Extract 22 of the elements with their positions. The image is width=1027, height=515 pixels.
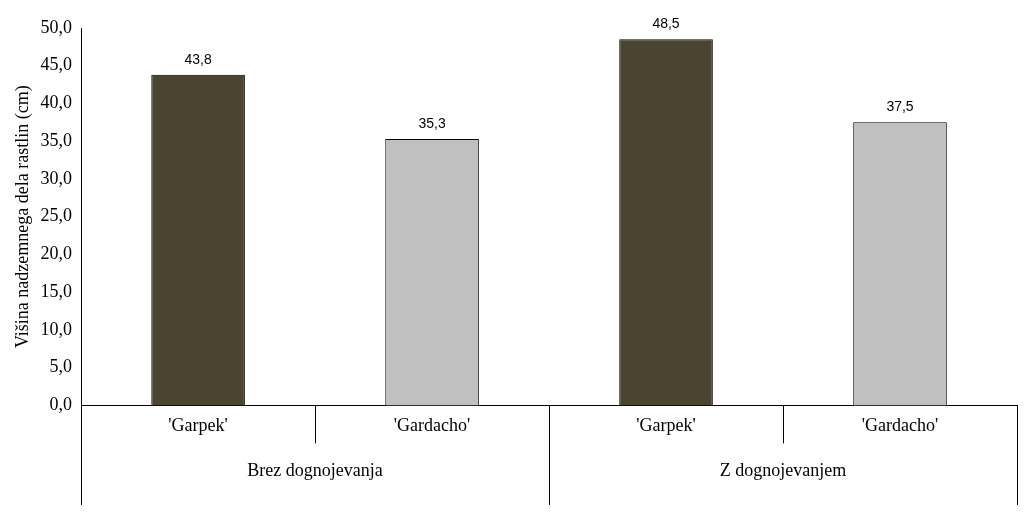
y-axis-title: Višina nadzemnega dela rastlin (cm) (11, 85, 33, 349)
data-label: 37,5 (886, 98, 914, 115)
x-tick-label: 'Garpek' (636, 414, 696, 435)
y-tick-label: 0,0 (49, 394, 73, 415)
y-tick-label: 20,0 (40, 243, 73, 264)
y-tick-label: 45,0 (40, 54, 73, 75)
data-label: 43,8 (184, 50, 212, 67)
y-tick-label: 35,0 (40, 129, 73, 150)
y-tick-label: 5,0 (49, 356, 73, 377)
x-tick-label: 'Gardacho' (861, 414, 939, 435)
data-label: 35,3 (418, 114, 446, 131)
y-tick-label: 15,0 (40, 280, 73, 301)
x-tick-label: 'Gardacho' (393, 414, 471, 435)
y-tick-label: 10,0 (40, 318, 73, 339)
y-tick-label: 25,0 (40, 205, 73, 226)
data-label: 48,5 (652, 15, 680, 32)
text: Brez dognojevanja (247, 460, 383, 481)
text: Z dognojevanjem (719, 460, 847, 481)
y-tick-label: 50,0 (40, 16, 73, 37)
y-tick-label: 30,0 (40, 167, 73, 188)
y-tick-label: 40,0 (40, 92, 73, 113)
x-tick-label: 'Garpek' (168, 414, 228, 435)
